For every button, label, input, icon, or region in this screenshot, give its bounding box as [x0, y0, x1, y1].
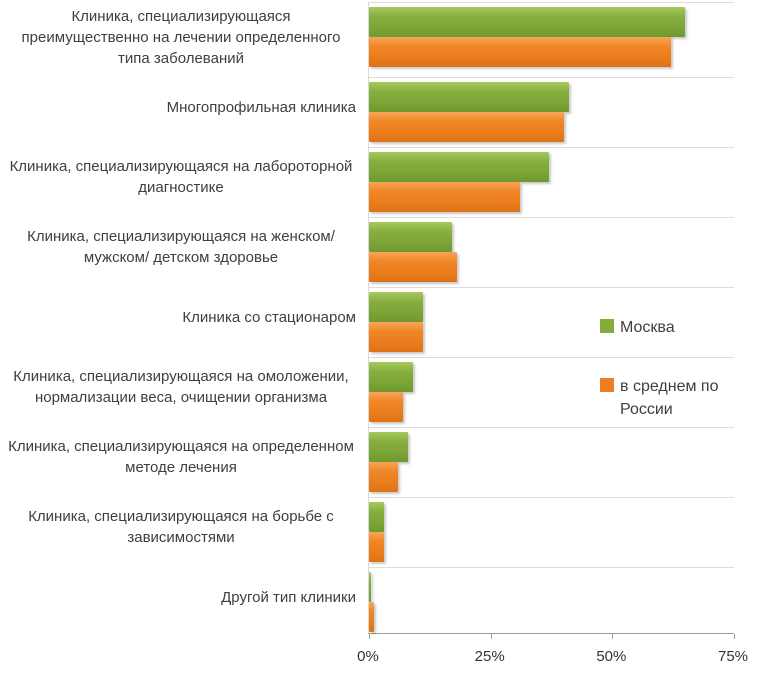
- x-tick-label: 25%: [474, 648, 505, 665]
- category-label: Клиника, специализирующаяся преимуществе…: [21, 7, 341, 67]
- category-band: [369, 147, 734, 217]
- plot-area: [368, 2, 735, 639]
- bar-moscow: [369, 572, 372, 602]
- category-band: [369, 427, 734, 497]
- category-band: [369, 287, 734, 357]
- x-tick-mark: [734, 634, 735, 639]
- legend-label-russia: в среднем по России: [620, 378, 719, 419]
- x-tick-mark: [612, 634, 614, 639]
- category-label: Клиника, специализирующаяся на определен…: [8, 438, 354, 476]
- bar-moscow: [369, 502, 384, 532]
- category-label: Клиника, специализирующаяся на омоложени…: [13, 368, 349, 406]
- category-band: [369, 217, 734, 287]
- bar-russia: [369, 252, 457, 282]
- x-tick-label: 50%: [596, 648, 627, 665]
- bar-russia: [369, 322, 423, 352]
- bar-moscow: [369, 82, 569, 112]
- category-label: Клиника со стационаром: [182, 308, 356, 326]
- moscow-swatch-icon: [600, 319, 614, 333]
- x-tick-label: 75%: [717, 648, 749, 665]
- bar-moscow: [369, 292, 423, 322]
- category-label: Клиника, специализирующаяся на лаборотор…: [9, 158, 353, 196]
- bar-moscow: [369, 362, 413, 392]
- category-axis: Клиника, специализирующаяся преимуществе…: [0, 2, 356, 632]
- category-band: [369, 497, 734, 567]
- legend-label-moscow: Москва: [620, 319, 675, 336]
- category-label: Другой тип клиники: [221, 588, 356, 606]
- category-label: Многопрофильная клиника: [166, 98, 356, 116]
- bar-moscow: [369, 7, 686, 37]
- legend-item-moscow: Москва: [600, 316, 750, 339]
- category-label: Клиника, специализирующаяся на женском/ …: [27, 228, 335, 266]
- category-band: [369, 357, 734, 427]
- bar-russia: [369, 37, 671, 67]
- bar-russia: [369, 182, 520, 212]
- x-tick-mark: [369, 634, 370, 639]
- bar-russia: [369, 392, 404, 422]
- bar-moscow: [369, 152, 550, 182]
- bar-moscow: [369, 432, 408, 462]
- bar-russia: [369, 462, 399, 492]
- bar-russia: [369, 602, 374, 632]
- category-label: Клиника, специализирующаяся на борьбе с …: [28, 508, 334, 546]
- bar-moscow: [369, 222, 452, 252]
- x-tick-mark: [490, 634, 492, 639]
- category-band: [369, 567, 734, 637]
- x-tick-label: 0%: [357, 648, 379, 665]
- russia-swatch-icon: [600, 378, 614, 393]
- bar-russia: [369, 532, 384, 562]
- legend-item-russia: в среднем по России: [600, 375, 750, 421]
- category-band: [369, 77, 734, 147]
- bar-russia: [369, 112, 564, 142]
- legend: Москва в среднем по России: [600, 316, 750, 458]
- category-band: [369, 7, 734, 77]
